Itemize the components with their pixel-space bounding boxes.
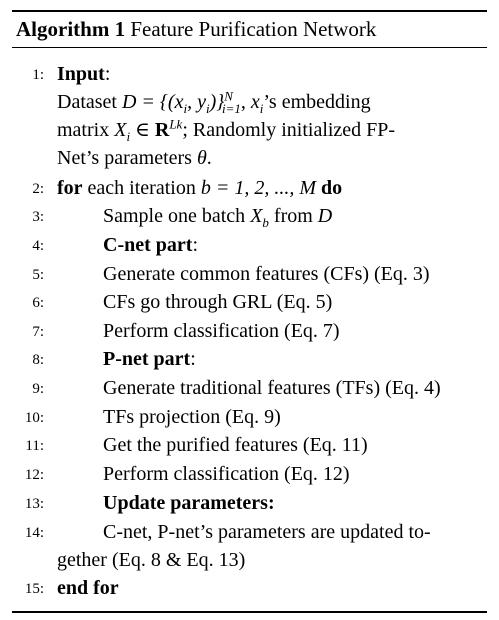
math-dataset: D = {(xi, yi)}Ni=1	[122, 91, 241, 113]
line-4: 4: C-net part:	[0, 230, 499, 260]
line-text: gether (Eq. 8 & Eq. 13)	[57, 545, 245, 575]
line-7: 7: Perform classification (Eq. 7)	[0, 316, 499, 346]
line-13: 13: Update parameters:	[0, 488, 499, 518]
line-text: Input:	[57, 59, 110, 89]
line-text: Net’s parameters θ.	[57, 143, 212, 173]
line-1-continuation-3: Net’s parameters θ.	[0, 143, 499, 173]
line-12: 12: Perform classification (Eq. 12)	[0, 459, 499, 489]
line-text: Sample one batch Xb from D	[103, 201, 332, 231]
line-text: TFs projection (Eq. 9)	[103, 402, 281, 432]
line-text: Get the purified features (Eq. 11)	[103, 430, 368, 460]
line-text: C-net, P-net’s parameters are updated to…	[103, 517, 431, 547]
line-6: 6: CFs go through GRL (Eq. 5)	[0, 287, 499, 317]
line-text: Dataset D = {(xi, yi)}Ni=1, xi’s embeddi…	[57, 87, 371, 117]
caption-rule	[12, 47, 487, 48]
line-14: 14: C-net, P-net’s parameters are update…	[0, 517, 499, 547]
line-text: matrix Xi ∈ RLk; Randomly initialized FP…	[57, 115, 395, 145]
line-9: 9: Generate traditional features (TFs) (…	[0, 373, 499, 403]
line-2: 2: for each iteration b = 1, 2, ..., M d…	[0, 173, 499, 203]
line-text: CFs go through GRL (Eq. 5)	[103, 287, 332, 317]
top-rule	[12, 10, 487, 12]
line-text: Perform classification (Eq. 7)	[103, 316, 340, 346]
algorithm-label: Algorithm 1	[16, 17, 125, 41]
line-text: C-net part:	[103, 230, 198, 260]
line-5: 5: Generate common features (CFs) (Eq. 3…	[0, 259, 499, 289]
line-text: Update parameters:	[103, 488, 275, 518]
line-1-continuation-1: Dataset D = {(xi, yi)}Ni=1, xi’s embeddi…	[0, 87, 499, 117]
algorithm-title: Feature Purification Network	[130, 17, 376, 41]
line-text: Generate common features (CFs) (Eq. 3)	[103, 259, 430, 289]
line-text: end for	[57, 573, 119, 603]
line-15: 15: end for	[0, 573, 499, 603]
line-3: 3: Sample one batch Xb from D	[0, 201, 499, 231]
line-1-continuation-2: matrix Xi ∈ RLk; Randomly initialized FP…	[0, 115, 499, 145]
line-1: 1: Input:	[0, 59, 499, 89]
keyword-input: Input	[57, 63, 105, 85]
line-text: P-net part:	[103, 344, 196, 374]
bottom-rule	[12, 611, 487, 613]
algorithm-caption: Algorithm 1 Feature Purification Network	[16, 16, 376, 42]
line-11: 11: Get the purified features (Eq. 11)	[0, 430, 499, 460]
line-number: 1:	[0, 60, 44, 90]
math-xi: xi	[251, 91, 264, 113]
line-14-continuation: gether (Eq. 8 & Eq. 13)	[0, 545, 499, 575]
line-text: for each iteration b = 1, 2, ..., M do	[57, 173, 342, 203]
math-matrix: Xi	[114, 119, 130, 141]
line-text: Generate traditional features (TFs) (Eq.…	[103, 373, 441, 403]
line-8: 8: P-net part:	[0, 344, 499, 374]
line-text: Perform classification (Eq. 12)	[103, 459, 350, 489]
line-10: 10: TFs projection (Eq. 9)	[0, 402, 499, 432]
